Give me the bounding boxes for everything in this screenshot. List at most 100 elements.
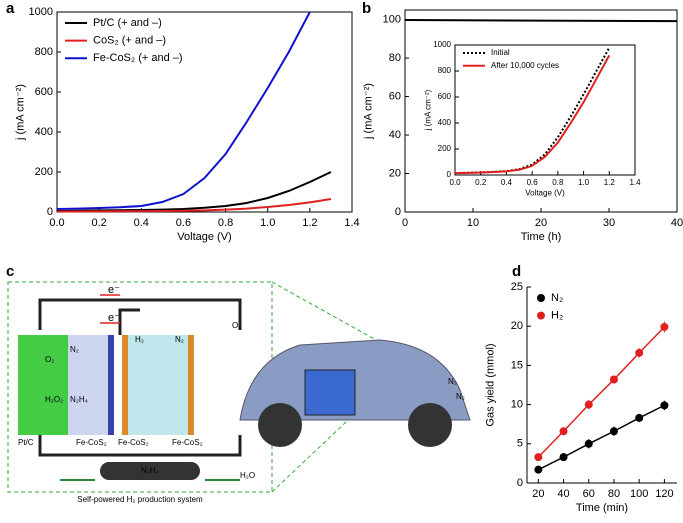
y-tick-label: 25 <box>511 281 523 293</box>
diagram-label: e⁻ <box>108 312 120 324</box>
x-tick-label: 20 <box>535 217 547 229</box>
x-axis-label: Time (h) <box>521 231 562 243</box>
y-axis-label: j (mA cm⁻²) <box>424 89 433 131</box>
point <box>660 401 669 410</box>
x-tick-label: 0.6 <box>176 217 191 229</box>
diagram-label: N₂ <box>175 335 184 344</box>
y-axis-label: Gas yield (mmol) <box>485 343 497 426</box>
diagram-label: N₂H₄ <box>70 395 88 404</box>
point <box>559 427 568 436</box>
y-tick-label: 40 <box>389 129 401 141</box>
diagram-label: N₂H₄ <box>141 466 159 475</box>
y-tick-label: 1000 <box>29 6 53 18</box>
anode-cell <box>68 335 110 435</box>
point <box>609 375 618 384</box>
x-tick-label: 1.0 <box>260 217 275 229</box>
y-tick-label: 200 <box>438 144 452 153</box>
series-line <box>454 54 611 175</box>
legend-label: Pt/C (+ and –) <box>93 17 162 29</box>
y-tick-label: 60 <box>389 90 401 102</box>
y-tick-label: 600 <box>35 86 53 98</box>
legend-label: Initial <box>491 48 510 57</box>
diagram-label: H₂O <box>240 471 255 480</box>
legend-swatch <box>537 311 545 320</box>
wire <box>38 298 242 335</box>
legend-label: H₂ <box>551 310 563 322</box>
series-line <box>56 198 332 213</box>
x-tick-label: 1.4 <box>344 217 359 229</box>
electrode <box>122 335 128 435</box>
tank <box>100 462 200 480</box>
point <box>584 400 593 409</box>
y-tick-label: 400 <box>438 118 452 127</box>
y-tick-label: 0 <box>517 477 523 489</box>
x-tick-label: 100 <box>630 488 648 500</box>
plot-frame <box>56 11 353 213</box>
x-tick-label: 120 <box>655 488 673 500</box>
x-tick-label: 0.0 <box>449 178 461 187</box>
diagram-label: H₂ <box>135 335 144 344</box>
x-tick-label: 20 <box>532 488 544 500</box>
x-tick-label: 40 <box>557 488 569 500</box>
x-axis-label: Time (min) <box>576 502 628 514</box>
legend-label: After 10,000 cycles <box>491 61 559 70</box>
diagram-label: O₂ <box>232 321 241 330</box>
y-axis-label: j (mA cm⁻²) <box>363 83 375 140</box>
panel-label: b <box>362 0 371 17</box>
series-line <box>56 11 311 210</box>
inset-box <box>7 281 273 493</box>
point <box>635 348 644 357</box>
diagram-label: N₂ <box>448 377 457 386</box>
y-tick-label: 600 <box>438 92 452 101</box>
y-axis-label: j (mA cm⁻²) <box>15 84 27 141</box>
x-tick-label: 0.2 <box>91 217 106 229</box>
y-tick-label: 20 <box>389 167 401 179</box>
x-tick-label: 30 <box>603 217 615 229</box>
x-tick-label: 0 <box>402 217 408 229</box>
x-tick-label: 0.4 <box>501 178 513 187</box>
y-tick-label: 0 <box>447 170 452 179</box>
x-tick-label: 40 <box>671 217 683 229</box>
x-tick-label: 10 <box>467 217 479 229</box>
diagram-label: N₂ <box>456 392 465 401</box>
point <box>534 465 543 474</box>
point <box>534 453 543 462</box>
diagram-label: Fe-CoS₂ <box>118 438 149 447</box>
series-line <box>538 404 665 471</box>
y-tick-label: 80 <box>389 52 401 64</box>
y-tick-label: 800 <box>35 46 53 58</box>
y-tick-label: 100 <box>383 14 401 26</box>
diagram-label: N₂ <box>70 345 79 354</box>
wheel <box>258 403 302 447</box>
y-tick-label: 20 <box>511 320 523 332</box>
wire <box>38 435 242 457</box>
cathode-cell <box>18 335 68 435</box>
legend-label: Fe-CoS₂ (+ and –) <box>93 52 183 64</box>
diagram-label: e⁻ <box>108 284 120 296</box>
series-line <box>537 326 665 458</box>
x-axis-label: Voltage (V) <box>177 231 231 243</box>
y-tick-label: 0 <box>47 206 53 218</box>
diagram: e⁻ e⁻ O₂ H₂O₂ N₂ N₂H₄ H₂ N₂ Pt/C Fe-CoS₂… <box>7 281 471 504</box>
diagram-label: Fe-CoS₂ <box>172 438 203 447</box>
x-tick-label: 0.4 <box>134 217 149 229</box>
x-tick-label: 1.2 <box>604 178 616 187</box>
x-tick-label: 0.8 <box>552 178 564 187</box>
panel-label: c <box>6 263 14 280</box>
diagram-label: H₂O₂ <box>45 395 63 404</box>
y-tick-label: 5 <box>517 438 523 450</box>
series-line <box>404 19 678 23</box>
point <box>660 322 669 331</box>
wheel <box>408 403 452 447</box>
diagram-label: O₂ <box>45 355 54 364</box>
x-tick-label: 60 <box>583 488 595 500</box>
y-tick-label: 0 <box>395 206 401 218</box>
legend-label: N₂ <box>551 292 563 304</box>
x-tick-label: 0.0 <box>49 217 64 229</box>
x-tick-label: 1.0 <box>578 178 590 187</box>
x-tick-label: 1.4 <box>629 178 641 187</box>
electrode <box>188 335 194 435</box>
diagram-label: Self-powered H₂ production system <box>77 495 203 504</box>
panel-label: a <box>6 0 15 17</box>
